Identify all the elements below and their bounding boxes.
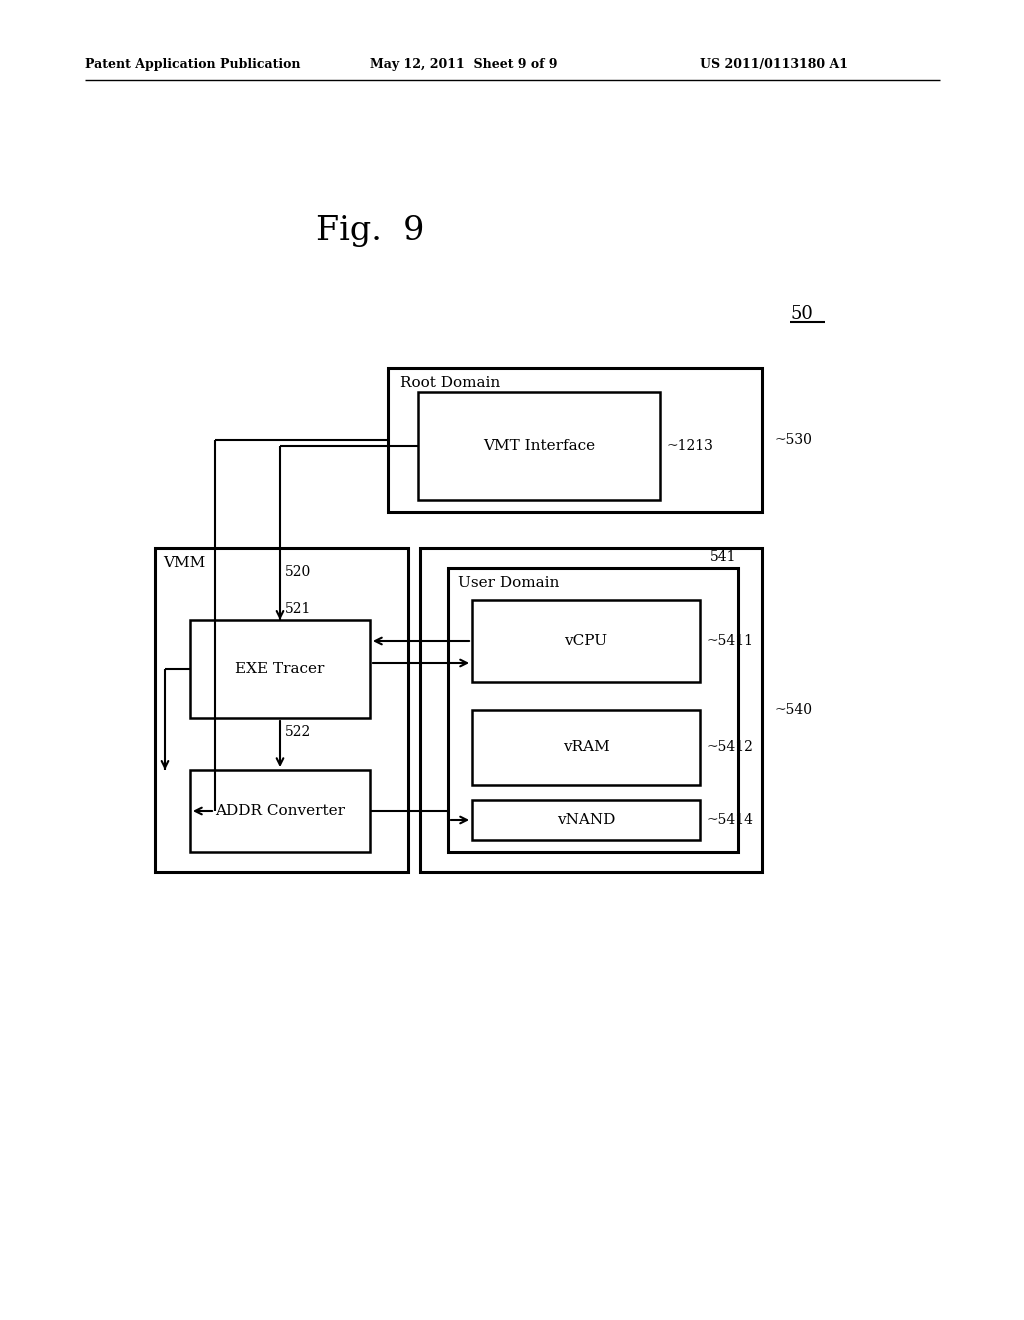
Bar — [418, 392, 660, 500]
Text: User Domain: User Domain — [458, 576, 559, 590]
Text: EXE Tracer: EXE Tracer — [236, 663, 325, 676]
Text: Patent Application Publication: Patent Application Publication — [85, 58, 300, 71]
Text: US 2011/0113180 A1: US 2011/0113180 A1 — [700, 58, 848, 71]
Text: ~530: ~530 — [774, 433, 812, 447]
Bar — [155, 548, 408, 873]
Bar — [190, 620, 370, 718]
Text: ~5411: ~5411 — [706, 634, 753, 648]
Text: VMM: VMM — [163, 556, 205, 570]
Text: ~5412: ~5412 — [706, 741, 753, 754]
Text: ~1213: ~1213 — [666, 440, 713, 453]
Bar — [472, 710, 700, 785]
Bar — [449, 568, 738, 851]
Text: ADDR Converter: ADDR Converter — [215, 804, 345, 818]
Bar — [472, 800, 700, 840]
Bar — [190, 770, 370, 851]
Text: vNAND: vNAND — [557, 813, 615, 828]
Text: 541: 541 — [710, 550, 736, 564]
Text: 522: 522 — [285, 725, 311, 739]
Text: vRAM: vRAM — [562, 741, 609, 754]
Text: VMT Interface: VMT Interface — [483, 440, 595, 453]
Text: Fig.  9: Fig. 9 — [315, 215, 424, 247]
Bar — [420, 548, 762, 873]
Text: Root Domain: Root Domain — [400, 376, 501, 389]
Text: ~5414: ~5414 — [706, 813, 753, 828]
Text: 50: 50 — [790, 305, 813, 323]
Text: 521: 521 — [285, 602, 311, 616]
Text: ~540: ~540 — [774, 704, 812, 717]
Text: 520: 520 — [285, 565, 311, 579]
Text: May 12, 2011  Sheet 9 of 9: May 12, 2011 Sheet 9 of 9 — [370, 58, 557, 71]
Bar — [388, 368, 762, 512]
Bar — [472, 601, 700, 682]
Text: vCPU: vCPU — [564, 634, 607, 648]
